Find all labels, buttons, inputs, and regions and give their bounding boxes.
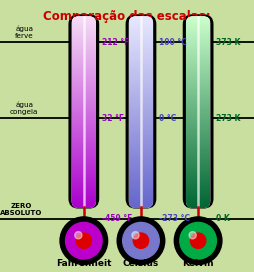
FancyBboxPatch shape [68,14,99,209]
Circle shape [76,233,91,248]
Circle shape [180,222,216,259]
Text: 100 °C: 100 °C [159,38,186,47]
Text: água
ferve: água ferve [15,25,34,39]
Circle shape [123,222,159,259]
Text: 212 °F: 212 °F [102,38,129,47]
Circle shape [189,231,196,239]
Text: Fahrenheit: Fahrenheit [56,259,112,268]
Circle shape [174,217,222,264]
Text: 0 K: 0 K [216,214,230,224]
Circle shape [117,217,165,264]
FancyBboxPatch shape [183,14,214,209]
Circle shape [190,233,206,248]
FancyBboxPatch shape [72,16,96,208]
Text: água
congela: água congela [10,102,38,115]
Text: 32 °F: 32 °F [102,114,124,123]
Circle shape [75,231,82,239]
Text: 373 K: 373 K [216,38,240,47]
Text: Celsius: Celsius [123,259,159,268]
Text: 0 °C: 0 °C [159,114,176,123]
Circle shape [66,222,102,259]
FancyBboxPatch shape [129,16,153,208]
Text: -459 °F: -459 °F [102,214,132,224]
Circle shape [132,231,139,239]
Text: Kelvin: Kelvin [182,259,214,268]
FancyBboxPatch shape [186,16,210,208]
Circle shape [60,217,108,264]
Text: ZERO
ABSOLUTO: ZERO ABSOLUTO [1,203,43,216]
Text: Comparação das escalas:: Comparação das escalas: [43,10,211,23]
Circle shape [133,233,149,248]
FancyBboxPatch shape [125,14,156,209]
Text: -273 °C: -273 °C [159,214,190,224]
Text: 273 K: 273 K [216,114,240,123]
